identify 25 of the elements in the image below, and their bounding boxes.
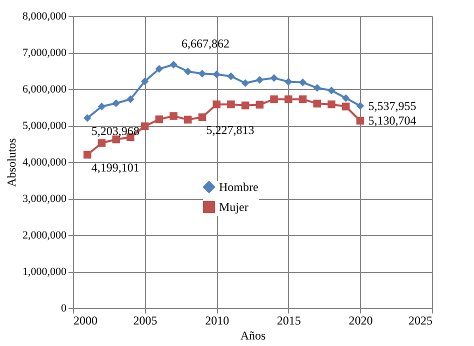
y-tick-label: 1,000,000 [22,266,67,278]
x-axis-title: Años [240,328,266,342]
annotation: 5,130,704 [368,114,416,128]
annotation: 5,203,968 [91,124,140,138]
x-tick-label: 2025 [408,314,432,328]
legend-label: Mujer [219,200,248,214]
x-tick-label: 2015 [276,314,301,328]
y-tick-label: 3,000,000 [22,193,67,205]
x-tick-label: 2010 [205,314,230,328]
y-tick-label: 0 [61,302,67,314]
y-tick-label: 8,000,000 [22,10,67,22]
y-tick-label: 2,000,000 [22,230,67,242]
y-tick-label: 6,000,000 [22,84,67,96]
y-tick-label: 5,000,000 [22,120,67,132]
y-tick-label: 4,000,000 [22,156,67,168]
annotation: 4,199,101 [91,160,140,175]
annotation: 5,227,813 [206,123,254,138]
x-tick-label: 2000 [74,314,98,328]
annotation: 5,537,955 [368,98,416,113]
legend-label: Hombre [219,180,258,194]
y-axis-title: Absolutos [4,138,18,187]
y-tick-label: 7,000,000 [22,47,67,59]
x-tick-label: 2005 [133,314,158,328]
x-tick-label: 2020 [348,314,373,328]
annotation: 6,667,862 [182,36,230,51]
